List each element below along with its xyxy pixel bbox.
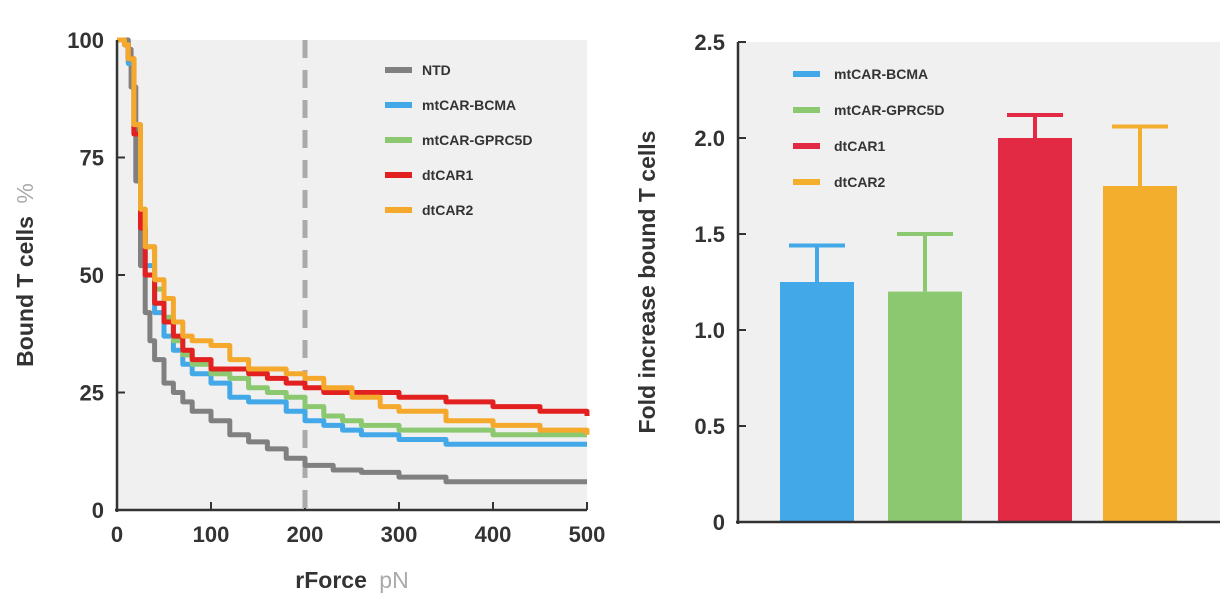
left-x-tick-label: 500 bbox=[569, 522, 606, 547]
right-y-tick-label: 2.0 bbox=[694, 126, 725, 151]
bar-mtcar-gprc5d bbox=[888, 291, 962, 522]
left-y-tick-label: 25 bbox=[80, 381, 104, 406]
right-bars bbox=[780, 112, 1177, 522]
survival-line-chart: 0 25 50 75 100 0 100 200 300 400 500 NTD mtCAR-BCM… bbox=[12, 28, 605, 593]
bar-mtcar-bcma bbox=[780, 282, 854, 522]
bar-legend-label-mtcar-gprc5d: mtCAR-GPRC5D bbox=[834, 102, 944, 118]
left-x-axis-title: rForce bbox=[295, 567, 367, 593]
left-plot-background bbox=[117, 40, 587, 510]
left-x-axis-unit: pN bbox=[379, 567, 408, 593]
bar-legend-label-dtcar2: dtCAR2 bbox=[834, 174, 886, 190]
right-legend: mtCAR-BCMA mtCAR-GPRC5D dtCAR1 dtCAR2 bbox=[793, 66, 944, 190]
left-x-tick-label: 100 bbox=[193, 522, 230, 547]
right-y-tick-label: 0.5 bbox=[694, 414, 725, 439]
left-x-tick-label: 200 bbox=[287, 522, 324, 547]
bar-legend-label-mtcar-bcma: mtCAR-BCMA bbox=[834, 66, 928, 82]
left-x-tick-label: 300 bbox=[381, 522, 418, 547]
legend-label-ntd: NTD bbox=[422, 62, 451, 78]
left-x-ticks: 0 100 200 300 400 500 bbox=[111, 502, 605, 547]
right-y-axis-label: Fold increase bound T cells bbox=[634, 131, 660, 434]
left-legend: NTD mtCAR-BCMA mtCAR-GPRC5D dtCAR1 dtCAR2 bbox=[385, 62, 532, 218]
left-y-tick-label: 75 bbox=[80, 146, 104, 171]
left-x-tick-label: 400 bbox=[475, 522, 512, 547]
right-y-tick-label: 2.5 bbox=[694, 30, 725, 55]
left-y-ticks: 0 25 50 75 100 bbox=[67, 28, 125, 523]
left-y-axis-label: Bound T cells % bbox=[12, 183, 38, 367]
left-series-lines bbox=[117, 37, 590, 485]
fold-increase-bar-chart: 0 0.5 1.0 1.5 2.0 2.5 mtCAR-BCMA mtCAR-GPRC5D d… bbox=[634, 30, 1220, 535]
legend-label-dtcar1: dtCAR1 bbox=[422, 167, 474, 183]
left-y-tick-label: 100 bbox=[67, 28, 104, 53]
right-y-ticks: 0 0.5 1.0 1.5 2.0 2.5 bbox=[694, 30, 746, 535]
left-y-axis-title: Bound T cells bbox=[12, 216, 38, 367]
left-x-axis-label: rForce pN bbox=[295, 567, 408, 593]
legend-label-mtcar-bcma: mtCAR-BCMA bbox=[422, 97, 516, 113]
line-series-dtcar2 bbox=[117, 37, 590, 435]
bar-legend-label-dtcar1: dtCAR1 bbox=[834, 138, 886, 154]
right-y-tick-label: 1.0 bbox=[694, 318, 725, 343]
right-y-tick-label: 0 bbox=[713, 510, 725, 535]
left-y-tick-label: 50 bbox=[80, 263, 104, 288]
legend-label-mtcar-gprc5d: mtCAR-GPRC5D bbox=[422, 132, 532, 148]
left-x-tick-label: 0 bbox=[111, 522, 123, 547]
left-y-axis-unit: % bbox=[12, 183, 38, 203]
legend-label-dtcar2: dtCAR2 bbox=[422, 202, 474, 218]
bar-dtcar2 bbox=[1103, 186, 1177, 522]
bar-dtcar1 bbox=[998, 138, 1072, 522]
right-y-tick-label: 1.5 bbox=[694, 222, 725, 247]
left-y-tick-label: 0 bbox=[92, 498, 104, 523]
